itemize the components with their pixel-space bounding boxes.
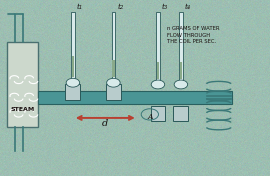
Bar — [71, 12, 75, 83]
Text: t₂: t₂ — [117, 3, 124, 11]
Circle shape — [107, 78, 120, 87]
Bar — [157, 62, 159, 79]
Bar — [180, 62, 182, 79]
Bar — [174, 106, 188, 121]
Bar — [112, 60, 115, 77]
Text: d: d — [102, 120, 109, 128]
Bar — [7, 42, 38, 127]
Bar — [72, 56, 74, 77]
Bar — [66, 84, 80, 100]
Circle shape — [66, 78, 80, 87]
Bar — [179, 12, 183, 84]
Bar — [151, 106, 166, 121]
Text: t₃: t₃ — [162, 3, 168, 11]
Bar — [38, 91, 232, 104]
Text: A: A — [147, 113, 153, 121]
Text: n GRAMS OF WATER
FLOW THROUGH
THE COIL PER SEC.: n GRAMS OF WATER FLOW THROUGH THE COIL P… — [167, 26, 220, 44]
Bar — [106, 84, 121, 100]
Text: t₄: t₄ — [185, 3, 191, 11]
Circle shape — [151, 80, 165, 89]
Text: t₁: t₁ — [77, 3, 83, 11]
Bar — [112, 12, 115, 83]
Circle shape — [174, 80, 188, 89]
Bar — [156, 12, 160, 84]
Text: STEAM: STEAM — [10, 107, 34, 112]
